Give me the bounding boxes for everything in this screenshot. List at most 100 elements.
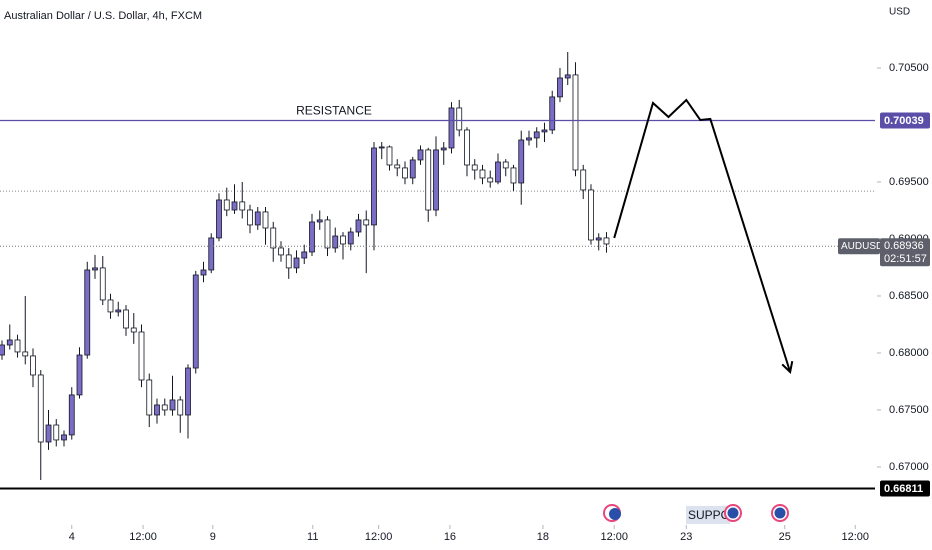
chart-title: Australian Dollar / U.S. Dollar, 4h, FXC… — [4, 10, 202, 22]
x-tick-label: 4 — [69, 531, 75, 543]
candle-body — [169, 399, 176, 411]
x-tick-label: 12:00 — [129, 531, 157, 543]
level-badge — [880, 112, 930, 129]
candle-body — [549, 96, 556, 131]
candle-body — [603, 237, 610, 245]
candle-body — [355, 219, 362, 233]
candle-body — [22, 351, 29, 357]
level-value: 0.66811 — [884, 483, 923, 495]
candle-body — [231, 201, 238, 211]
candle-body — [293, 257, 300, 269]
candle-body — [394, 164, 401, 169]
flag-icon — [727, 507, 739, 519]
candle-body — [324, 219, 331, 249]
candle-body — [433, 149, 439, 211]
candle-body — [138, 331, 145, 381]
y-tick-label: 0.67000 — [889, 461, 929, 473]
candle-body — [402, 167, 408, 179]
countdown: 02:51:57 — [884, 253, 927, 265]
candle-body — [99, 267, 106, 301]
candle-body — [6, 339, 13, 346]
y-tick-label: 0.70500 — [889, 62, 929, 74]
candle-body — [502, 161, 509, 169]
candle-body — [471, 164, 478, 171]
x-tick-label: 12:00 — [365, 531, 393, 543]
candle-body — [154, 404, 160, 416]
candle-body — [254, 211, 261, 226]
x-tick-label: 9 — [210, 531, 216, 543]
x-tick-label: 18 — [537, 531, 549, 543]
candle-body — [440, 147, 447, 151]
x-tick-label: 23 — [680, 531, 692, 543]
candle-body — [487, 177, 494, 183]
candle-body — [239, 201, 246, 211]
candle-body — [76, 354, 83, 396]
candle-body — [115, 309, 122, 313]
candle-body — [247, 209, 253, 226]
candle-body — [285, 254, 292, 269]
candle-body — [107, 299, 114, 313]
candle-body — [68, 394, 75, 436]
level-badge — [880, 480, 930, 497]
y-tick-label: 0.68000 — [889, 347, 929, 359]
candle-body — [347, 231, 354, 245]
candle-body — [208, 237, 215, 271]
x-tick-label: 25 — [779, 531, 791, 543]
candle-body — [572, 74, 579, 171]
symbol-label: AUDUSD — [841, 241, 883, 252]
candle-body — [557, 77, 563, 98]
candle-body — [518, 139, 525, 184]
candle-body — [301, 251, 308, 259]
candle-body — [270, 227, 277, 249]
candle-body — [580, 169, 587, 191]
x-tick-label: 12:00 — [600, 531, 628, 543]
x-tick-label: 11 — [307, 531, 318, 543]
candle-body — [316, 219, 323, 223]
candle-body — [371, 147, 377, 226]
candle-body — [417, 149, 424, 161]
candle-body — [0, 344, 5, 356]
projection-line — [613, 98, 792, 373]
candle-body — [425, 149, 432, 211]
flag-icon — [609, 508, 621, 520]
candle-body — [130, 327, 137, 333]
currency-label: USD — [889, 7, 910, 18]
candle-body — [185, 367, 191, 416]
candle-body — [84, 269, 91, 356]
x-tick-label: 16 — [444, 531, 456, 543]
symbol-badge — [838, 238, 880, 255]
flag-icon — [774, 507, 786, 519]
candle-body — [200, 269, 207, 276]
candle-body — [464, 129, 470, 166]
candle-body — [192, 274, 199, 369]
price-value: 0.68936 — [884, 240, 924, 252]
candle-body — [61, 434, 67, 441]
candle-body — [456, 107, 463, 131]
candle-body — [45, 424, 52, 443]
y-tick-label: 0.69500 — [889, 176, 929, 188]
candle-body — [340, 235, 346, 245]
candle-body — [123, 309, 129, 329]
level-value: 0.70039 — [884, 115, 924, 127]
x-tick-label: 12:00 — [841, 531, 869, 543]
candle-body — [363, 219, 370, 226]
candle-body — [146, 379, 153, 416]
candle-body — [541, 129, 548, 133]
candle-body — [177, 399, 184, 416]
candle-body — [495, 161, 501, 183]
candle-body — [595, 237, 602, 241]
plot — [0, 51, 875, 480]
candle-body — [378, 146, 385, 149]
support-label-bg — [686, 506, 730, 524]
y-tick-label: 0.68500 — [889, 290, 929, 302]
candle-body — [409, 159, 416, 179]
candle-body — [30, 355, 36, 376]
candle-body — [216, 199, 222, 239]
candle-body — [92, 267, 98, 271]
candle-body — [588, 189, 594, 241]
support-label: SUPPO — [688, 508, 730, 522]
candle-body — [37, 374, 44, 443]
